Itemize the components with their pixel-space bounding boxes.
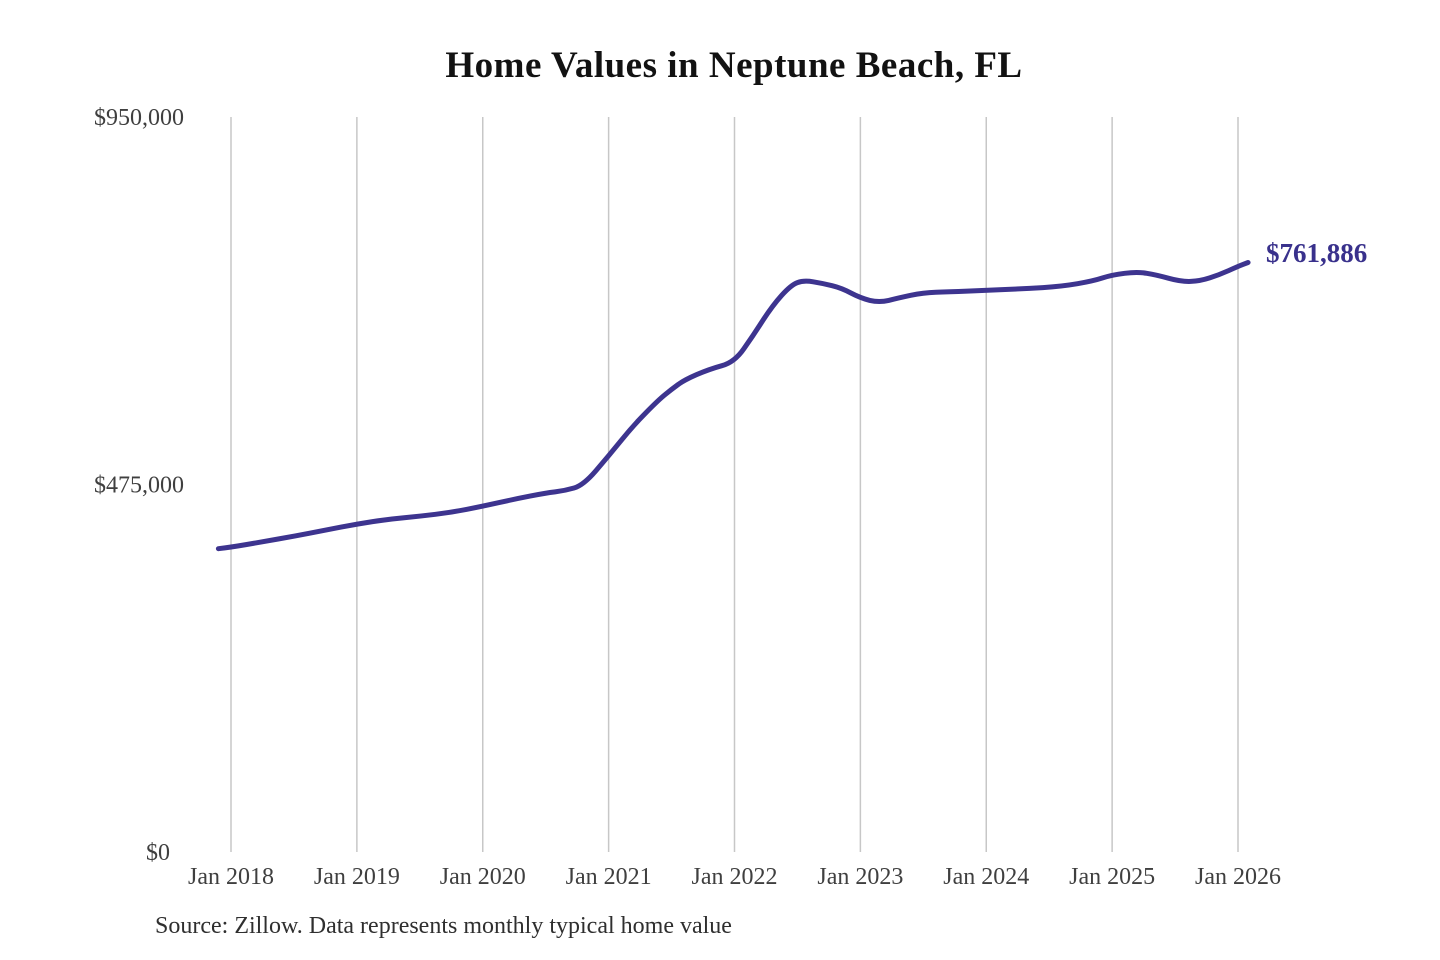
source-note: Source: Zillow. Data represents monthly …	[155, 913, 732, 939]
x-tick-label-2018: Jan 2018	[188, 864, 274, 890]
chart-title: Home Values in Neptune Beach, FL	[445, 45, 1023, 86]
vertical-gridlines	[230, 117, 1239, 852]
x-tick-label-2023: Jan 2023	[817, 864, 903, 890]
x-tick-label-2024: Jan 2024	[943, 864, 1029, 890]
x-tick-label-2022: Jan 2022	[692, 864, 778, 890]
y-tick-label-950000: $950,000	[94, 105, 184, 131]
home-value-line-series	[215, 260, 1251, 552]
x-tick-label-2026: Jan 2026	[1195, 864, 1281, 890]
x-axis-tick-labels: Jan 2018 Jan 2019 Jan 2020 Jan 2021 Jan 2022…	[188, 864, 1281, 890]
x-tick-label-2021: Jan 2021	[566, 864, 652, 890]
x-tick-label-2020: Jan 2020	[440, 864, 526, 890]
y-tick-label-475000: $475,000	[94, 473, 184, 499]
y-axis-tick-labels: $950,000 $475,000 $0	[94, 105, 184, 866]
end-value-annotation: $761,886	[1266, 238, 1368, 268]
y-tick-label-0: $0	[146, 840, 170, 866]
x-tick-label-2019: Jan 2019	[314, 864, 400, 890]
x-tick-label-2025: Jan 2025	[1069, 864, 1155, 890]
